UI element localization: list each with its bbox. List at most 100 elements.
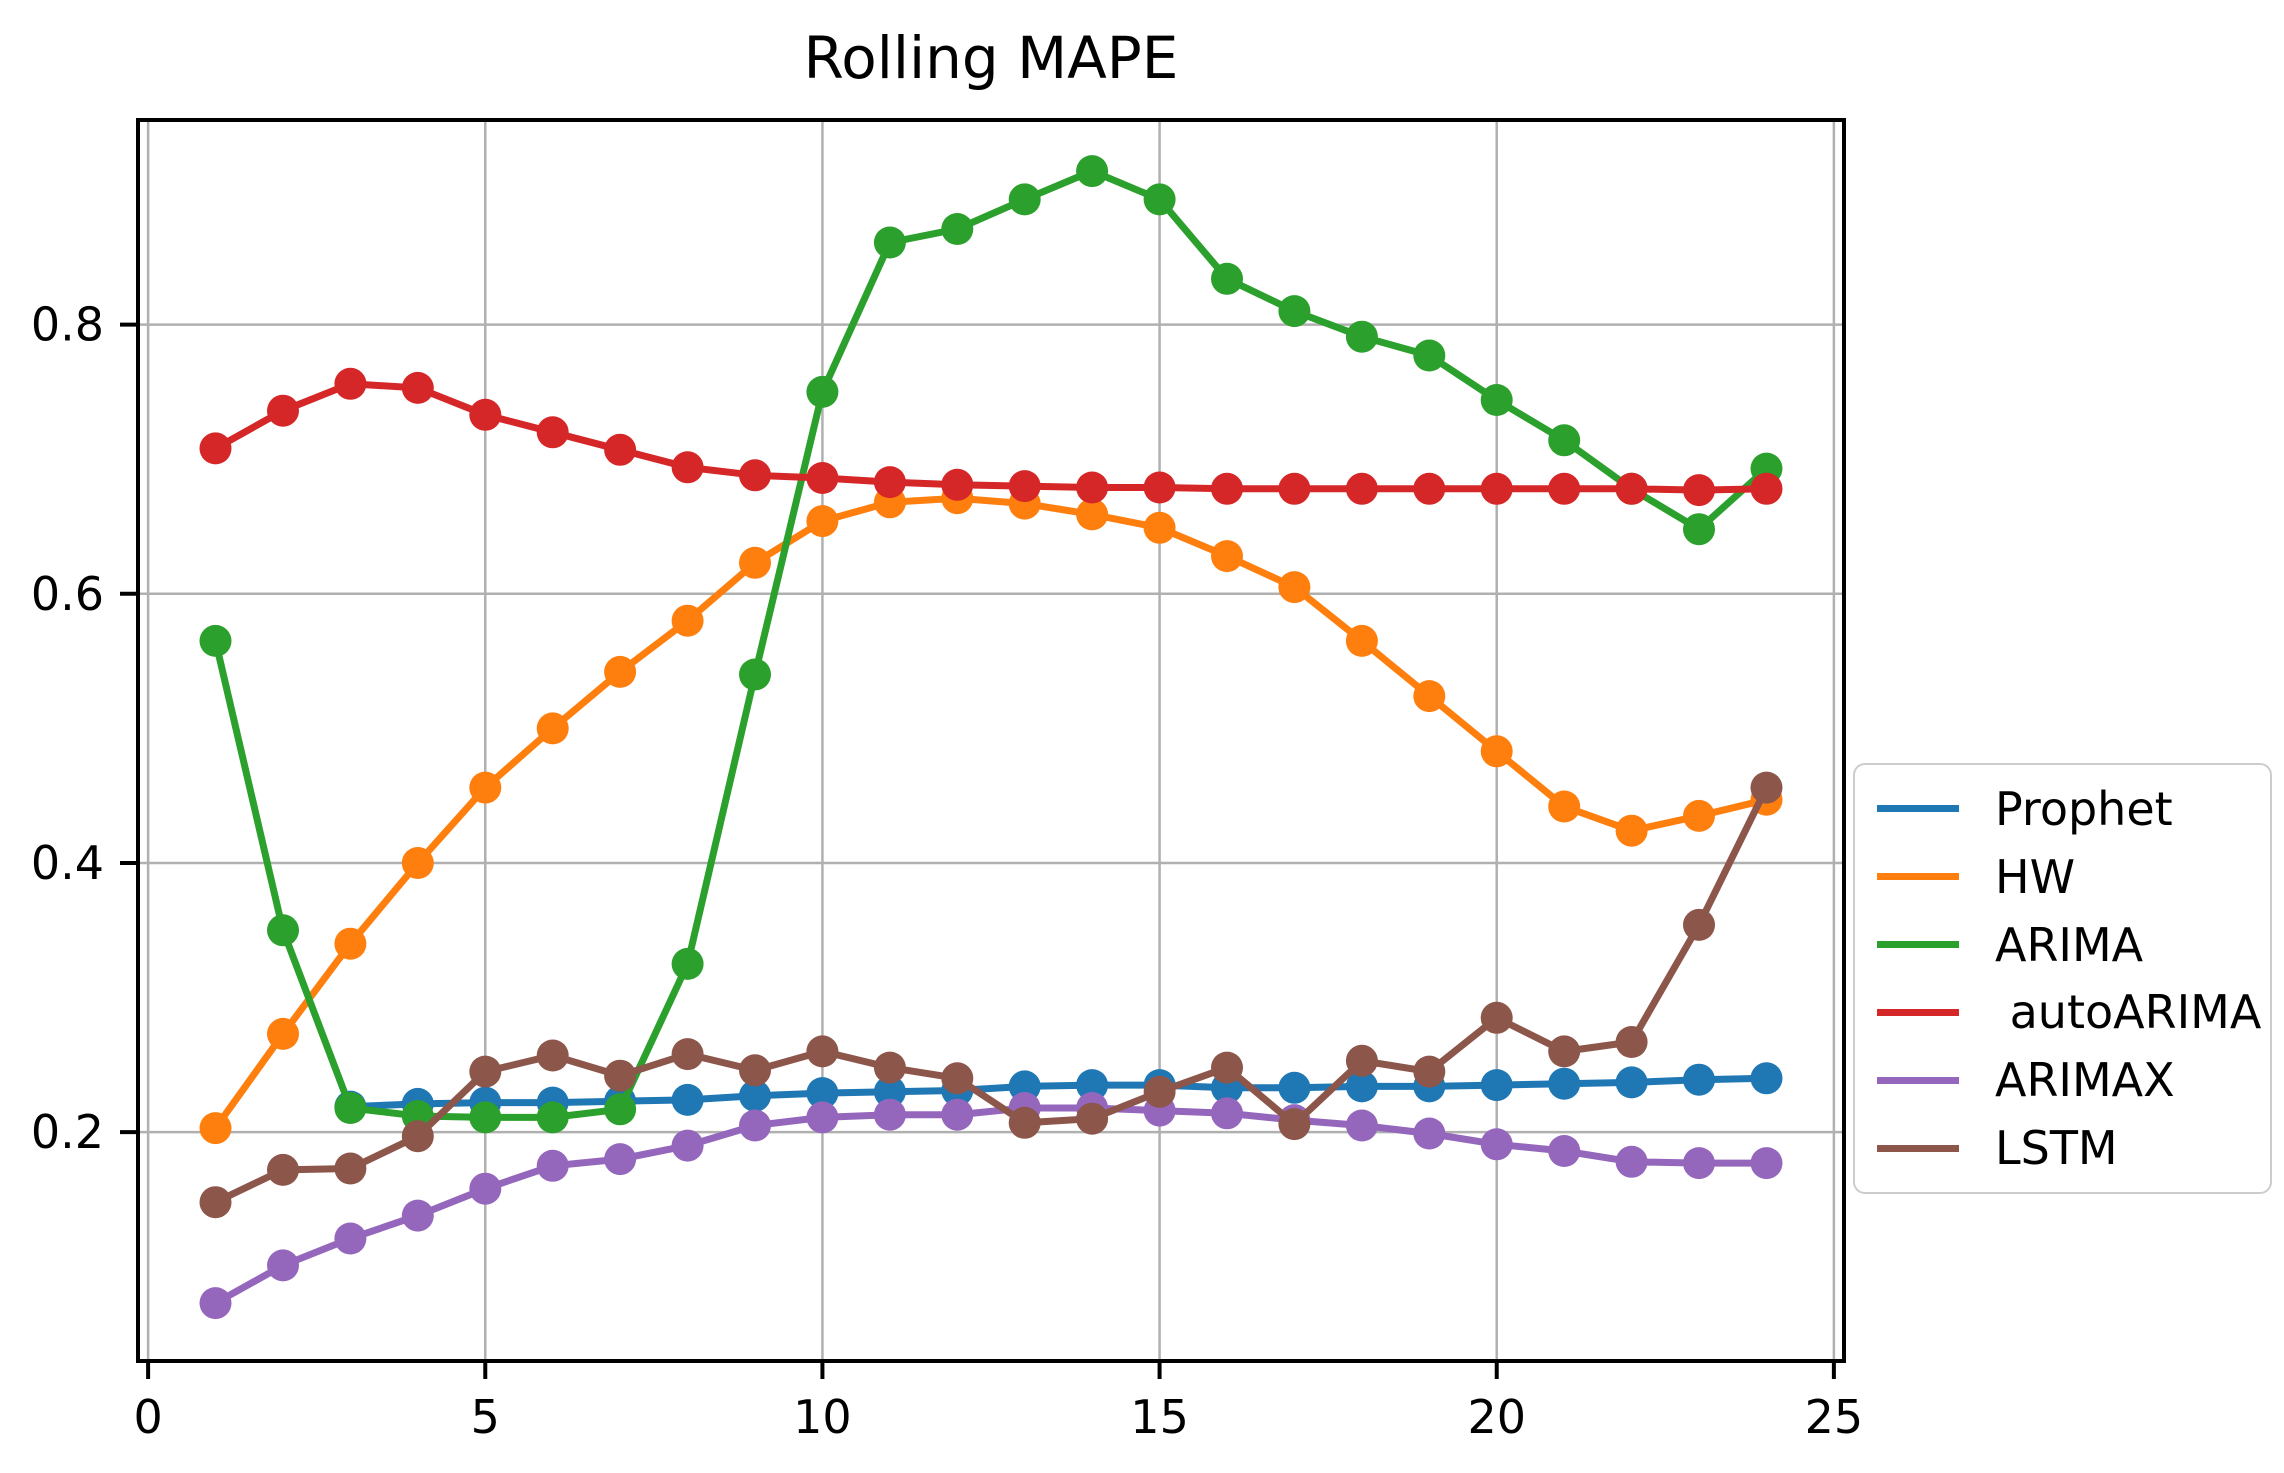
series-marker-Prophet bbox=[1076, 1069, 1109, 1102]
series-marker-ARIMA bbox=[671, 947, 704, 980]
series-marker-ARIMA bbox=[806, 375, 839, 408]
series-marker-ARIMAX bbox=[199, 1287, 232, 1320]
series-marker-LSTM bbox=[267, 1153, 299, 1186]
legend-entry-ARIMAX: ARIMAX bbox=[1877, 1053, 2260, 1107]
series-marker-LSTM bbox=[1548, 1035, 1581, 1068]
series-marker-ARIMAX bbox=[1211, 1097, 1243, 1130]
series-marker-ARIMA bbox=[1548, 424, 1581, 457]
y-tick-label: 0.4 bbox=[31, 836, 104, 890]
series-marker-LSTM bbox=[469, 1055, 502, 1088]
series-marker-HW bbox=[1345, 624, 1378, 657]
series-line-LSTM bbox=[213, 786, 1770, 1206]
series-marker-autoARIMA bbox=[1076, 471, 1109, 504]
y-tick-label: 0.2 bbox=[31, 1105, 104, 1159]
series-marker-ARIMAX bbox=[1548, 1135, 1581, 1167]
legend-entry-Prophet: Prophet bbox=[1877, 782, 2260, 836]
series-marker-HW bbox=[536, 712, 569, 745]
series-marker-autoARIMA bbox=[1683, 474, 1715, 507]
series-marker-ARIMAX bbox=[469, 1172, 502, 1205]
legend-swatch-autoARIMA bbox=[1877, 1008, 1959, 1016]
series-marker-HW bbox=[1413, 680, 1446, 713]
series-marker-HW bbox=[334, 927, 367, 960]
series-line-ARIMA bbox=[212, 167, 1769, 1121]
x-tick-label: 25 bbox=[1805, 1390, 1864, 1444]
series-marker-autoARIMA bbox=[671, 451, 704, 484]
series-marker-LSTM bbox=[1345, 1044, 1378, 1077]
series-marker-autoARIMA bbox=[401, 371, 434, 404]
series-line-Prophet bbox=[350, 1074, 1767, 1111]
series-marker-LSTM bbox=[1750, 771, 1783, 804]
series-marker-HW bbox=[604, 655, 637, 688]
series-marker-HW bbox=[267, 1017, 299, 1050]
series-marker-autoARIMA bbox=[334, 367, 367, 400]
series-marker-LSTM bbox=[671, 1038, 704, 1071]
series-marker-LSTM bbox=[536, 1039, 569, 1072]
series-marker-ARIMAX bbox=[1413, 1117, 1446, 1150]
plot-border bbox=[136, 118, 1846, 1363]
series-marker-LSTM bbox=[1211, 1051, 1243, 1084]
series-marker-autoARIMA bbox=[1278, 472, 1311, 505]
series-marker-LSTM bbox=[1480, 1001, 1513, 1034]
series-line-autoARIMA bbox=[213, 380, 1767, 494]
series-marker-LSTM bbox=[199, 1186, 232, 1219]
legend-label-Prophet: Prophet bbox=[1995, 781, 2173, 836]
series-marker-HW bbox=[671, 604, 704, 637]
series-marker-HW bbox=[739, 546, 771, 579]
series-marker-HW bbox=[199, 1112, 232, 1145]
x-tick-label: 20 bbox=[1467, 1390, 1526, 1444]
series-marker-ARIMAX bbox=[671, 1129, 704, 1162]
series-marker-HW bbox=[1076, 498, 1109, 531]
series-marker-autoARIMA bbox=[604, 433, 637, 466]
y-tick-label: 0.8 bbox=[31, 298, 104, 352]
series-marker-autoARIMA bbox=[1143, 471, 1176, 504]
series-marker-autoARIMA bbox=[267, 394, 299, 427]
series-marker-ARIMA bbox=[1413, 339, 1446, 372]
x-tick-label: 5 bbox=[471, 1390, 500, 1444]
series-marker-ARIMA bbox=[334, 1092, 367, 1124]
series-marker-ARIMAX bbox=[806, 1101, 839, 1134]
series-marker-HW bbox=[1480, 735, 1513, 768]
chart-title: Rolling MAPE bbox=[803, 24, 1179, 92]
series-marker-ARIMAX bbox=[604, 1143, 637, 1176]
legend: Prophet HW ARIMA autoARIMA ARIMAX LSTM bbox=[1853, 763, 2272, 1194]
series-marker-ARIMAX bbox=[1615, 1145, 1648, 1178]
series-marker-ARIMA bbox=[873, 226, 906, 259]
series-marker-ARIMA bbox=[469, 1101, 502, 1134]
series-marker-ARIMAX bbox=[1345, 1109, 1378, 1142]
series-marker-ARIMAX bbox=[1750, 1147, 1783, 1180]
series-marker-autoARIMA bbox=[1480, 472, 1513, 505]
legend-entry-ARIMA: ARIMA bbox=[1877, 918, 2260, 972]
series-marker-Prophet bbox=[1345, 1070, 1378, 1103]
series-marker-ARIMA bbox=[1683, 513, 1715, 546]
series-marker-ARIMAX bbox=[941, 1098, 974, 1131]
series-marker-autoARIMA bbox=[941, 468, 974, 501]
series-marker-LSTM bbox=[1278, 1108, 1311, 1141]
series-marker-ARIMA bbox=[267, 914, 299, 947]
legend-label-LSTM: LSTM bbox=[1995, 1121, 2118, 1176]
series-marker-autoARIMA bbox=[873, 466, 906, 499]
series-marker-Prophet bbox=[806, 1077, 839, 1110]
series-marker-autoARIMA bbox=[1548, 472, 1581, 505]
y-tick-label: 0.6 bbox=[31, 567, 104, 621]
series-marker-ARIMA bbox=[1345, 320, 1378, 353]
series-marker-Prophet bbox=[739, 1079, 771, 1112]
series-marker-autoARIMA bbox=[1345, 472, 1378, 505]
series-marker-LSTM bbox=[941, 1062, 974, 1095]
series-marker-LSTM bbox=[739, 1054, 771, 1087]
series-marker-ARIMAX bbox=[1480, 1128, 1513, 1161]
series-marker-ARIMA bbox=[536, 1101, 569, 1134]
series-marker-ARIMA bbox=[604, 1093, 637, 1126]
legend-swatch-LSTM bbox=[1877, 1144, 1959, 1152]
series-marker-ARIMAX bbox=[536, 1149, 569, 1182]
series-marker-ARIMA bbox=[1211, 262, 1243, 295]
series-marker-HW bbox=[469, 771, 502, 804]
x-tick-label: 15 bbox=[1130, 1390, 1189, 1444]
series-marker-LSTM bbox=[1076, 1102, 1109, 1135]
series-marker-Prophet bbox=[1683, 1063, 1715, 1096]
legend-entry-HW: HW bbox=[1877, 850, 2260, 904]
series-marker-LSTM bbox=[401, 1120, 434, 1153]
series-marker-Prophet bbox=[1750, 1062, 1783, 1095]
series-marker-HW bbox=[1548, 790, 1581, 823]
series-marker-HW bbox=[1278, 571, 1311, 604]
